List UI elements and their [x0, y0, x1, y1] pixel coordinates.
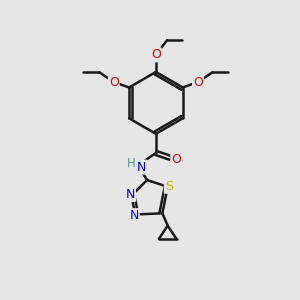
- Text: O: O: [193, 76, 203, 88]
- Text: O: O: [109, 76, 119, 88]
- Text: H: H: [127, 157, 135, 170]
- Text: N: N: [137, 160, 146, 174]
- Text: S: S: [165, 180, 173, 193]
- Text: O: O: [171, 153, 181, 166]
- Text: O: O: [151, 48, 161, 62]
- Text: N: N: [126, 188, 135, 201]
- Text: N: N: [129, 209, 139, 222]
